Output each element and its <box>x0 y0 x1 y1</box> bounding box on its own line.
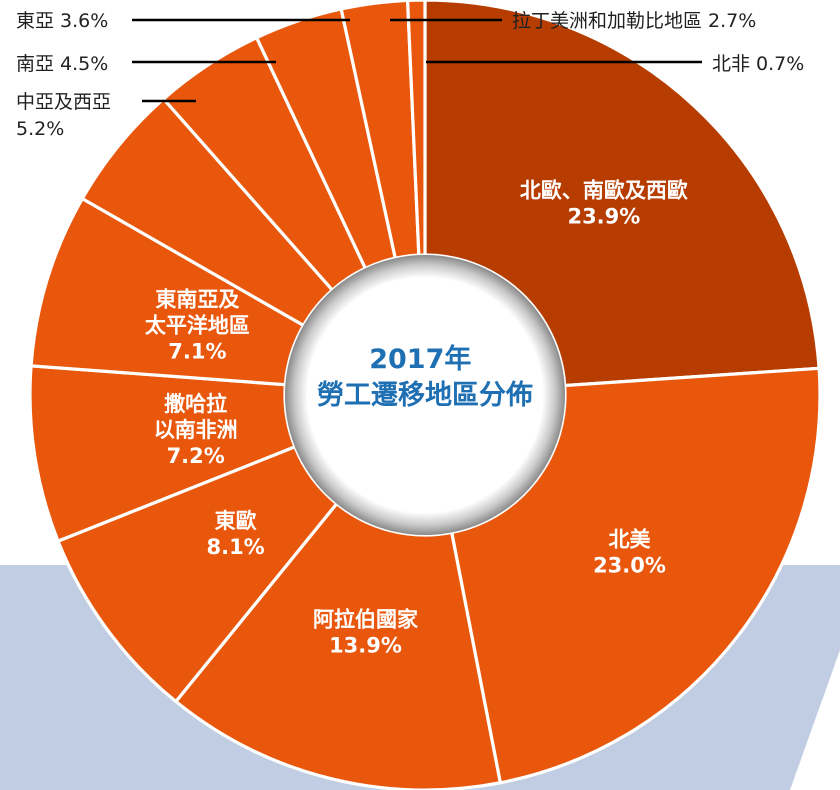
donut-hole <box>285 255 565 535</box>
slice-8-name-value: 南亞 4.5% <box>16 53 108 75</box>
chart-title: 2017年 勞工遷移地區分佈 <box>317 343 533 411</box>
slice-6-label: 東南亞及太平洋地區 7.1% <box>145 287 250 363</box>
slice-7-value: 5.2% <box>16 118 64 140</box>
slice-6-value: 7.1% <box>168 339 226 363</box>
slice-7-name: 中亞及西亞 <box>16 91 111 113</box>
slice-1-name-line: 北歐、南歐及西歐 <box>520 179 688 203</box>
slice-1-value: 23.9% <box>567 205 640 229</box>
inside-labels-layer: 北歐、南歐及西歐 23.9% 北美 23.0% 阿拉伯國家 13.9% 東歐 8.1% 撒哈拉以… <box>145 179 688 658</box>
slice-4-value: 8.1% <box>206 535 264 559</box>
slice-2-label: 北美 23.0% <box>593 527 666 577</box>
slice-1-label: 北歐、南歐及西歐 23.9% <box>520 179 688 229</box>
slice-2-name-line: 北美 <box>608 527 650 551</box>
slice-6-name-line: 東南亞及 <box>155 287 240 311</box>
slice-9-name-value: 東亞 3.6% <box>16 10 108 32</box>
slice-7-label: 中亞及西亞 5.2% <box>16 91 111 140</box>
slice-8-label: 南亞 4.5% <box>16 53 108 75</box>
slice-4-label: 東歐 8.1% <box>206 509 264 559</box>
chart-title-line-2: 勞工遷移地區分佈 <box>317 379 533 411</box>
outside-labels-layer: 中亞及西亞 5.2% 南亞 4.5% 東亞 3.6% 拉丁美洲和加勒比地區 2.7% 北非… <box>16 10 804 140</box>
slice-5-name-line: 以南非洲 <box>154 418 238 442</box>
slice-3-value: 13.9% <box>329 634 402 658</box>
slices-layer <box>28 0 822 790</box>
slice-11-label: 北非 0.7% <box>712 53 804 75</box>
slice-3-label: 阿拉伯國家 13.9% <box>313 608 419 658</box>
slice-5-name-line: 撒哈拉 <box>164 392 227 416</box>
slice-5-label: 撒哈拉以南非洲 7.2% <box>154 392 238 468</box>
slice-11-name-value: 北非 0.7% <box>712 53 804 75</box>
slice-5-value: 7.2% <box>167 444 225 468</box>
slice-9-label: 東亞 3.6% <box>16 10 108 32</box>
chart-title-line-1: 2017年 <box>369 343 471 375</box>
slice-10-name-value: 拉丁美洲和加勒比地區 2.7% <box>512 10 756 32</box>
slice-6-name-line: 太平洋地區 <box>145 313 250 337</box>
slice-10-label: 拉丁美洲和加勒比地區 2.7% <box>512 10 756 32</box>
slice-4-name-line: 東歐 <box>215 509 257 533</box>
slice-3-name-line: 阿拉伯國家 <box>313 608 419 632</box>
slice-2-value: 23.0% <box>593 553 666 577</box>
